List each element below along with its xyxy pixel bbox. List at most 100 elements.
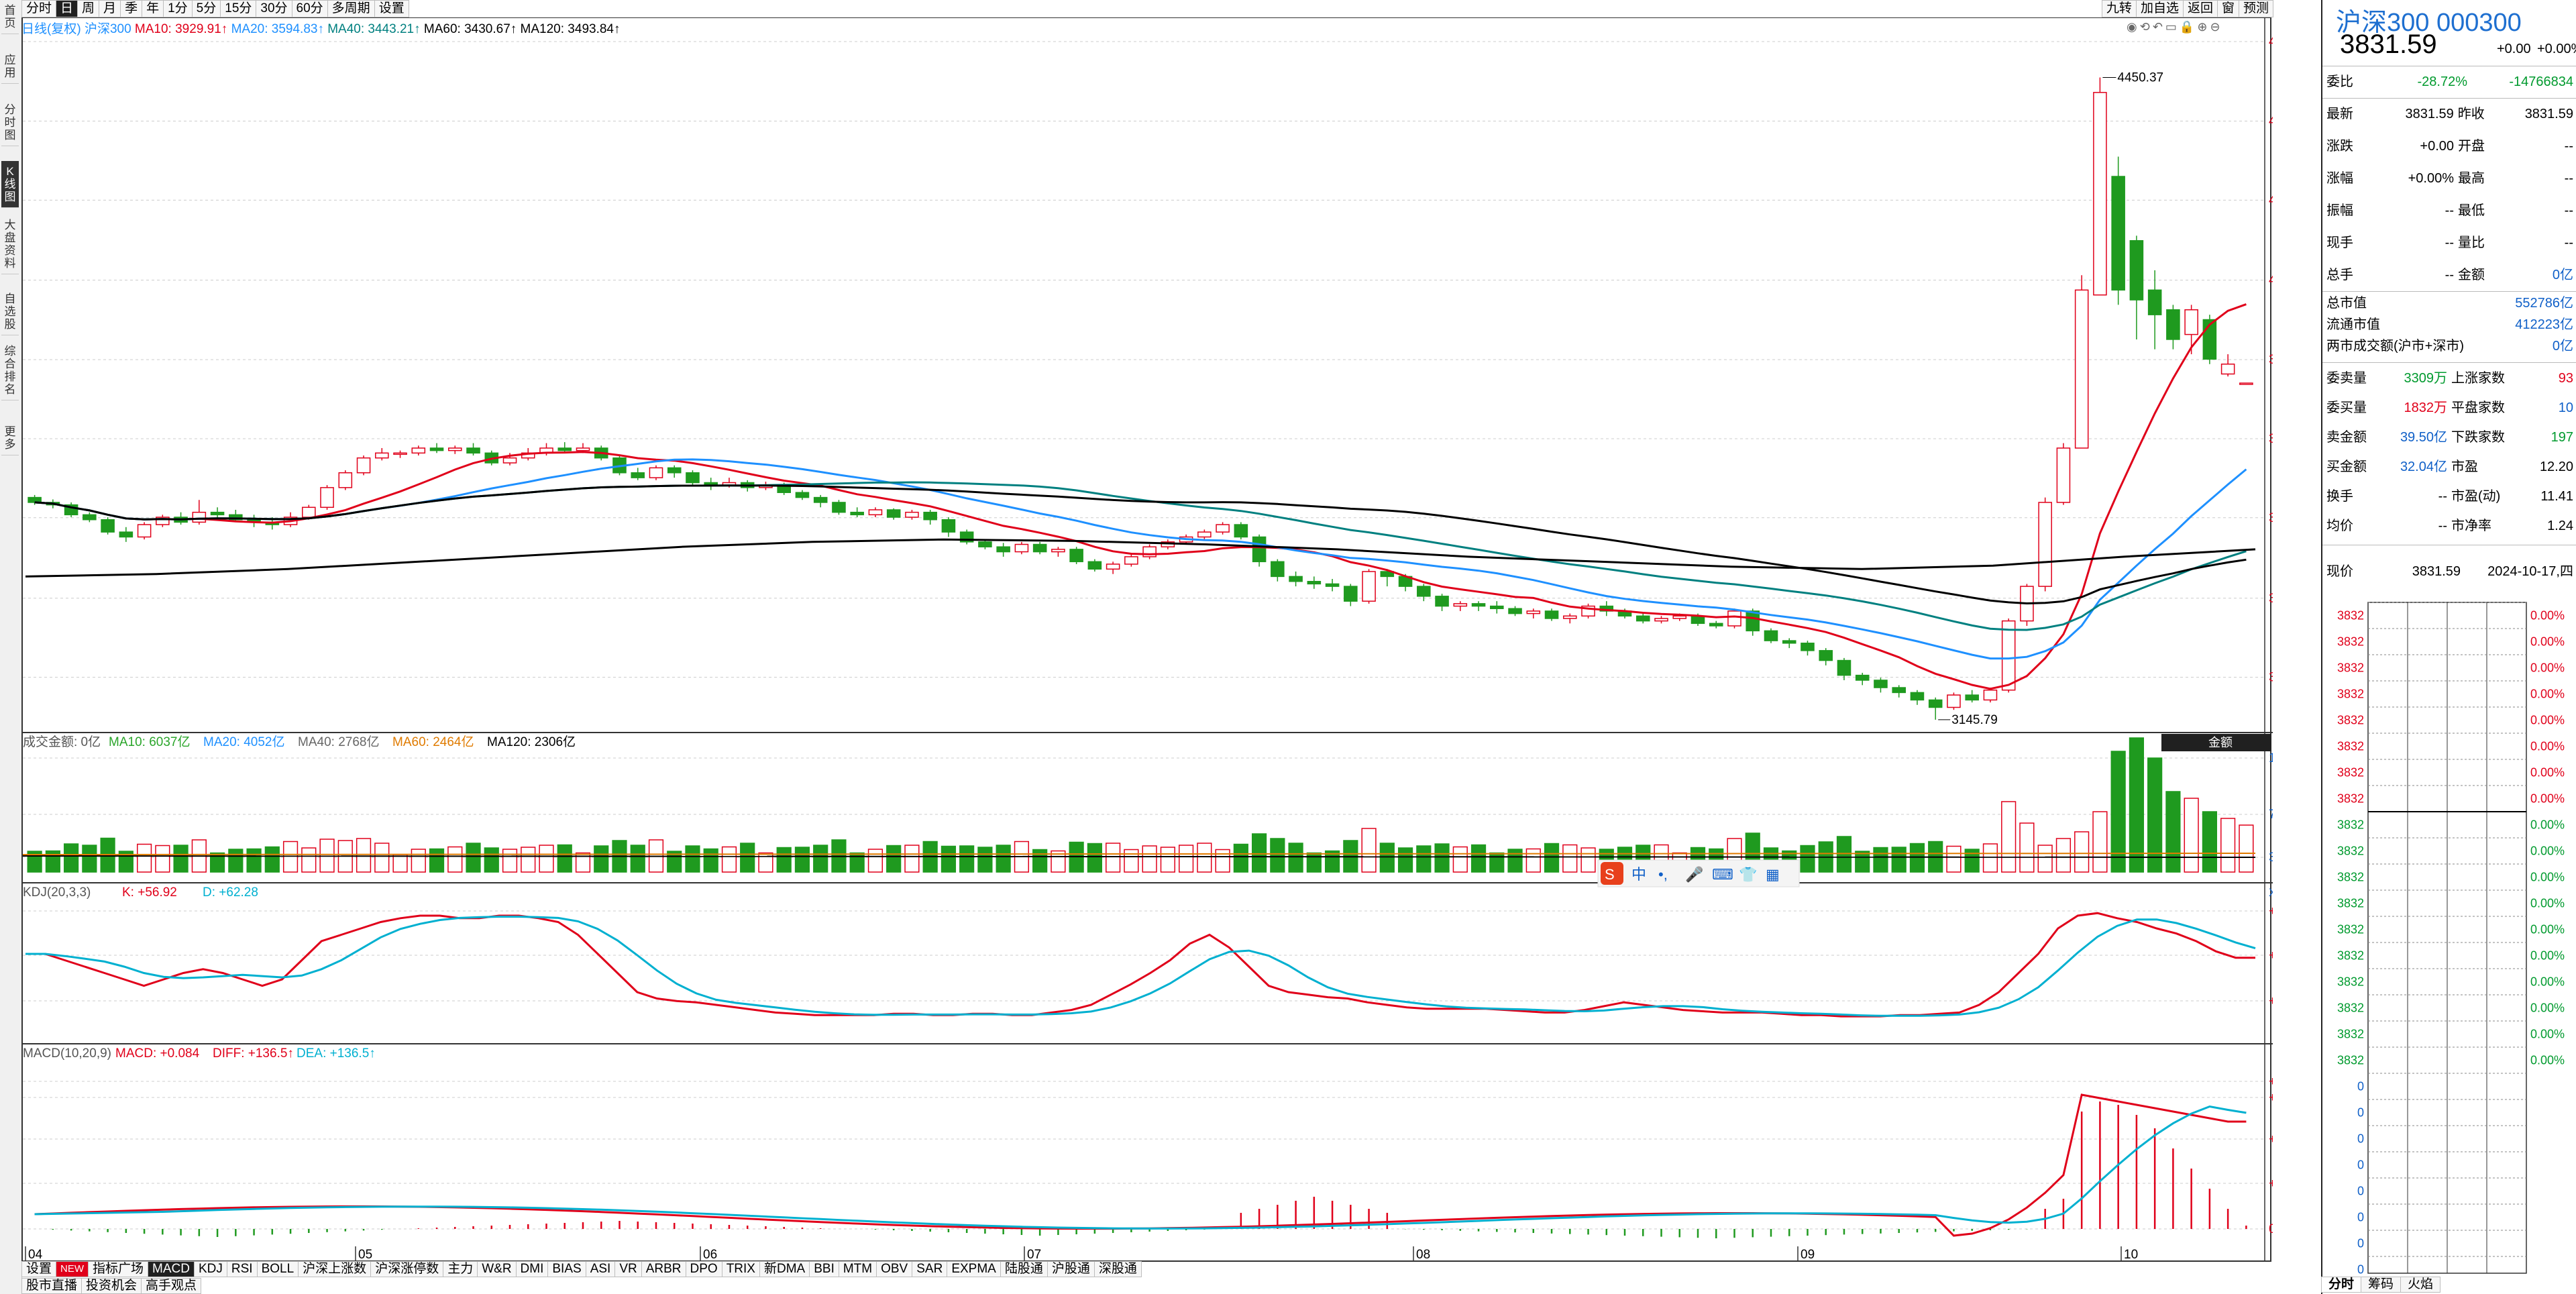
period-10[interactable]: 60分	[291, 0, 328, 17]
indicator-10[interactable]: W&R	[477, 1261, 517, 1277]
quote-row: 最新 3831.59 昨收 3831.59	[2326, 99, 2573, 129]
indicator-25[interactable]: 沪股通	[1046, 1261, 1095, 1277]
candle-body	[320, 487, 334, 508]
indicator-22[interactable]: SAR	[912, 1261, 948, 1277]
nav-item-0[interactable]: 首页	[1, 0, 19, 34]
candle-body	[1216, 524, 1230, 533]
period-2[interactable]: 周	[77, 0, 100, 17]
period-1[interactable]: 日	[56, 0, 78, 17]
top-right-button-4[interactable]: 预测	[2238, 0, 2273, 17]
indicator-16[interactable]: DPO	[685, 1261, 722, 1277]
nav-item-6[interactable]: 综合排名	[1, 341, 19, 400]
indicator-19[interactable]: BBI	[809, 1261, 839, 1277]
chart-mode-label[interactable]: 日线(复权)	[21, 22, 81, 36]
month-label: 08	[1416, 1248, 1430, 1262]
nav-item-4[interactable]: 大盘资料	[1, 215, 19, 274]
candle-body	[1819, 650, 1833, 661]
quote-value: 3831.59	[2405, 107, 2454, 121]
indicator-23[interactable]: EXPMA	[947, 1261, 1001, 1277]
period-8[interactable]: 15分	[220, 0, 257, 17]
indicator-11[interactable]: DMI	[515, 1261, 549, 1277]
indicator-18[interactable]: 新DMA	[759, 1261, 810, 1277]
indicator-1[interactable]: NEW	[56, 1261, 89, 1277]
indicator-0[interactable]: 设置	[21, 1261, 57, 1277]
candle-body	[2038, 502, 2052, 587]
eye-icon[interactable]: ◉	[2127, 20, 2137, 34]
indicator-14[interactable]: VR	[614, 1261, 642, 1277]
bottom-link-0[interactable]: 股市直播	[21, 1278, 83, 1294]
top-right-button-2[interactable]: 返回	[2182, 0, 2218, 17]
top-right-button-3[interactable]: 窗	[2216, 0, 2239, 17]
zoom-out-icon[interactable]: ⊖	[2210, 20, 2220, 34]
period-3[interactable]: 月	[99, 0, 121, 17]
indicator-12[interactable]: BIAS	[547, 1261, 586, 1277]
ime-icon-1[interactable]: 中	[1631, 866, 1646, 883]
period-7[interactable]: 5分	[191, 0, 221, 17]
ime-icon-3[interactable]: 🎤	[1685, 865, 1703, 883]
period-0[interactable]: 分时	[21, 0, 57, 17]
top-right-button-0[interactable]: 九转	[2101, 0, 2137, 17]
period-9[interactable]: 30分	[256, 0, 292, 17]
period-11[interactable]: 多周期	[327, 0, 375, 17]
nav-item-3[interactable]: K线图	[1, 161, 19, 208]
volume-bar	[959, 845, 975, 873]
kdj-tick: +62.52	[2269, 949, 2273, 963]
undo-icon[interactable]: ↶	[2152, 20, 2163, 34]
indicator-13[interactable]: ASI	[585, 1261, 616, 1277]
top-right-button-1[interactable]: 加自选	[2135, 0, 2184, 17]
nav-item-5[interactable]: 自选股	[1, 288, 19, 335]
volume-bar	[685, 845, 700, 873]
indicator-6[interactable]: BOLL	[256, 1261, 299, 1277]
panel-tab-2[interactable]: 火焰	[2400, 1277, 2441, 1293]
panel-tab-1[interactable]: 筹码	[2361, 1277, 2402, 1293]
indicator-24[interactable]: 陆股通	[1000, 1261, 1048, 1277]
tick-price: 3832	[2337, 922, 2364, 936]
indicator-2[interactable]: 指标广场	[88, 1261, 149, 1277]
nav-item-7[interactable]: 更多	[1, 421, 19, 455]
ime-toolbar[interactable]: S 中 •, 🎤 ⌨ 👕 ▦	[1597, 859, 1800, 887]
indicator-21[interactable]: OBV	[876, 1261, 913, 1277]
candle-body	[905, 511, 919, 518]
volume-bar	[2184, 798, 2199, 873]
indicator-5[interactable]: RSI	[226, 1261, 258, 1277]
weibi-row: 委比 -28.72% -14766834	[2326, 67, 2573, 97]
prev-icon[interactable]: ⟲	[2139, 20, 2150, 34]
indicator-9[interactable]: 主力	[443, 1261, 478, 1277]
quote-value: 1.24	[2547, 519, 2573, 533]
ime-icon-0[interactable]: S	[1605, 866, 1615, 883]
lock-icon[interactable]: 🔒	[2179, 20, 2195, 34]
ime-icon-6[interactable]: ▦	[1766, 866, 1780, 883]
candle-body	[1014, 543, 1029, 553]
indicator-3[interactable]: MACD	[148, 1261, 195, 1277]
bottom-link-1[interactable]: 投资机会	[81, 1278, 142, 1294]
panel-change: +0.00	[2497, 42, 2531, 56]
month-label: 10	[2124, 1248, 2138, 1262]
zoom-in-icon[interactable]: ⊕	[2197, 20, 2208, 34]
indicator-26[interactable]: 深股通	[1093, 1261, 1142, 1277]
period-4[interactable]: 季	[120, 0, 143, 17]
period-5[interactable]: 年	[142, 0, 164, 17]
indicator-8[interactable]: 沪深涨停数	[370, 1261, 444, 1277]
nav-item-1[interactable]: 应用	[1, 50, 19, 84]
candle-body	[1562, 615, 1577, 619]
kline-chart[interactable]: 4523 4362 4202 4040 3879 3719 3559 3396 3236 4450…	[21, 17, 2273, 1279]
period-12[interactable]: 设置	[374, 0, 409, 17]
candle-body	[356, 457, 371, 474]
indicator-7[interactable]: 沪深上涨数	[298, 1261, 372, 1277]
indicator-15[interactable]: ARBR	[641, 1261, 686, 1277]
indicator-20[interactable]: MTM	[838, 1261, 877, 1277]
nav-item-2[interactable]: 分时图	[1, 99, 19, 146]
tick-pct: 0.00%	[2530, 608, 2565, 622]
indicator-4[interactable]: KDJ	[193, 1261, 227, 1277]
bottom-link-2[interactable]: 高手观点	[141, 1278, 202, 1294]
volume-dropdown[interactable]: 金额	[2161, 734, 2271, 751]
draw-icon[interactable]: ▭	[2165, 20, 2177, 34]
ime-icon-2[interactable]: •,	[1658, 866, 1668, 883]
indicator-17[interactable]: TRIX	[721, 1261, 760, 1277]
candle-body	[83, 514, 97, 521]
ime-icon-5[interactable]: 👕	[1739, 866, 1757, 883]
panel-tab-0[interactable]: 分时	[2321, 1277, 2362, 1293]
ime-icon-4[interactable]: ⌨	[1712, 866, 1733, 883]
tick-price: 3832	[2337, 635, 2364, 648]
period-6[interactable]: 1分	[163, 0, 193, 17]
